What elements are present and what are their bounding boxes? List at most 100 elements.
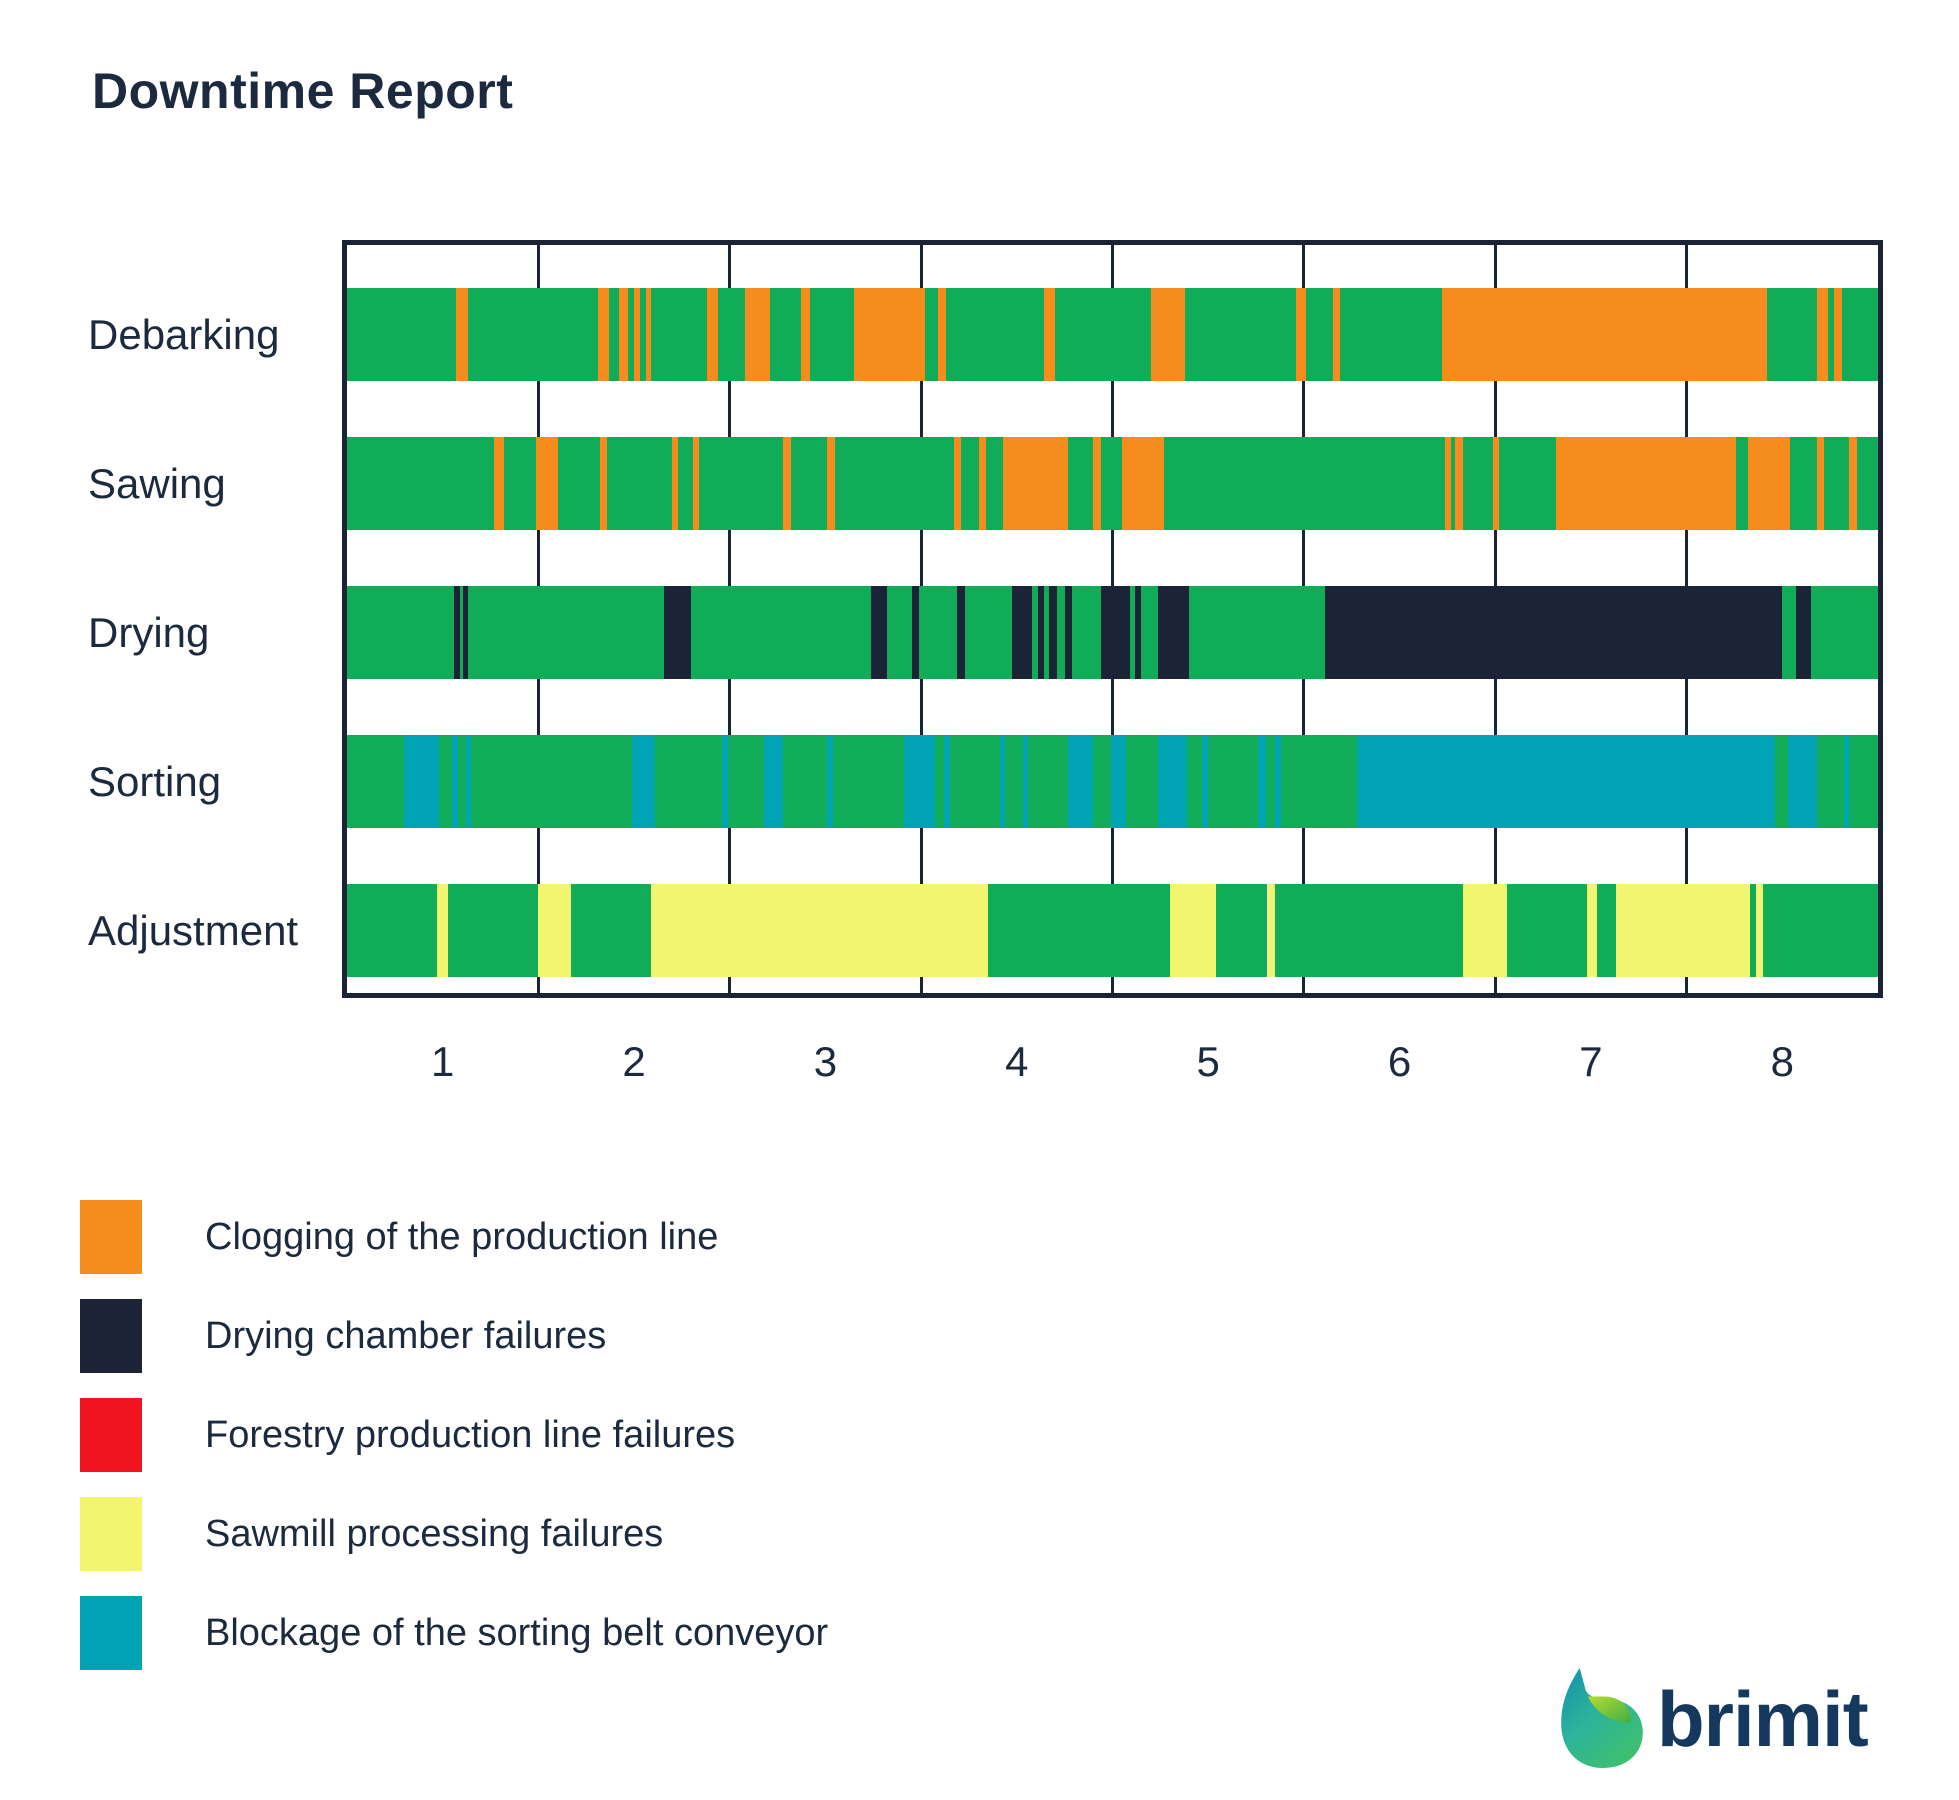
bar-segment-adjustment-green [1215,884,1268,977]
bar-segment-debarking-orange [597,288,610,381]
bar-segment-sawing-orange [599,437,608,530]
x-tick-2: 2 [622,1038,646,1085]
bar-segment-sawing-orange [1849,437,1857,530]
bar-segment-debarking-orange [800,288,811,381]
bar-row-drying [347,586,1878,679]
bar-segment-sorting-teal [1275,735,1281,828]
bar-segment-sorting-green [934,735,945,828]
brimit-logo: brimit [1555,1668,1869,1770]
x-tick-1: 1 [431,1038,455,1085]
legend-swatch-red [80,1398,142,1472]
bar-segment-debarking-orange [1441,288,1767,381]
bar-segment-debarking-green [651,288,707,381]
bar-segment-sawing-orange [693,437,700,530]
bar-segment-sorting-teal [827,735,834,828]
bar-segment-debarking-orange [745,288,770,381]
bar-segment-debarking-orange [1816,288,1829,381]
bar-row-sorting [347,735,1878,828]
bar-segment-sorting-teal [1788,735,1817,828]
legend-label-navy: Drying chamber failures [205,1314,607,1357]
bar-segment-debarking-green [1055,288,1151,381]
legend-swatch-orange [80,1200,142,1274]
bar-segment-sorting-teal [1202,735,1209,828]
bar-segment-sawing-orange [672,437,679,530]
bar-segment-sorting-green [727,735,765,828]
bar-segment-sorting-green [1028,735,1069,828]
row-label-sorting: Sorting [88,757,222,805]
row-label-adjustment: Adjustment [88,906,299,954]
bar-segment-sawing-green [1164,437,1446,530]
bar-segment-sorting-teal [1843,735,1850,828]
bar-segment-sawing-green [607,437,673,530]
bar-segment-sorting-teal [452,735,458,828]
bar-segment-sorting-green [1093,735,1111,828]
bar-segment-adjustment-green [570,884,652,977]
bar-segment-drying-green [347,586,455,679]
bar-segment-sawing-green [1856,437,1878,530]
bar-segment-sawing-orange [827,437,835,530]
bar-segment-sorting-green [1125,735,1159,828]
bar-segment-drying-navy [1158,586,1190,679]
x-tick-6: 6 [1387,1038,1412,1085]
x-tick-7: 7 [1579,1038,1603,1085]
bar-segment-sawing-green [1824,437,1850,530]
bar-segment-adjustment-yellow [538,884,571,977]
bar-segment-adjustment-green [1275,884,1463,977]
bar-segment-sorting-green [783,735,828,828]
bar-segment-sorting-teal [1257,735,1266,828]
bar-segment-sorting-teal [1068,735,1094,828]
bar-segment-debarking-green [347,288,457,381]
x-tick-8: 8 [1770,1038,1794,1085]
bar-segment-adjustment-green [1749,884,1756,977]
bar-segment-drying-green [919,586,958,679]
bar-segment-drying-navy [911,586,920,679]
bar-segment-drying-green [965,586,1013,679]
bar-segment-sorting-green [1005,735,1023,828]
bar-segment-debarking-orange [1296,288,1306,381]
bar-segment-drying-green [1189,586,1325,679]
bar-segment-drying-navy [1049,586,1057,679]
bar-segment-drying-navy [871,586,887,679]
bar-segment-sawing-green [1462,437,1494,530]
bar-segment-drying-green [459,586,463,679]
bar-segment-sorting-green [347,735,405,828]
bar-segment-debarking-orange [1150,288,1186,381]
legend-item-red: Forestry production line failures [80,1398,735,1472]
bar-segment-debarking-green [1340,288,1442,381]
legend-label-orange: Clogging of the production line [205,1215,719,1258]
bar-segment-debarking-green [609,288,619,381]
bar-segment-sorting-teal [722,735,728,828]
bar-segment-sorting-teal [1022,735,1029,828]
bar-row-sawing [347,437,1878,530]
bar-segment-debarking-orange [1332,288,1341,381]
bar-segment-drying-navy [454,586,460,679]
bar-segment-debarking-orange [706,288,719,381]
bar-segment-sorting-teal [465,735,472,828]
bar-segment-debarking-orange [456,288,468,381]
bar-segment-adjustment-green [1596,884,1616,977]
bar-segment-sawing-green [1499,437,1557,530]
bar-segment-sorting-teal [999,735,1006,828]
bar-segment-adjustment-green [347,884,437,977]
bar-segment-drying-navy [462,586,468,679]
bar-segment-sawing-orange [536,437,558,530]
bar-segment-sorting-green [949,735,1000,828]
bar-segment-drying-navy [1135,586,1142,679]
legend-label-red: Forestry production line failures [205,1413,736,1456]
row-label-sawing: Sawing [88,459,226,507]
legend-item-navy: Drying chamber failures [80,1299,606,1373]
bar-segment-sawing-green [986,437,1004,530]
x-tick-5: 5 [1196,1038,1220,1085]
bar-segment-sawing-green [699,437,784,530]
bar-segment-sawing-orange [1093,437,1101,530]
bar-segment-sorting-teal [1158,735,1188,828]
bar-segment-drying-green [1129,586,1136,679]
bar-segment-sawing-orange [978,437,987,530]
bar-segment-debarking-green [639,288,646,381]
bar-segment-adjustment-yellow [1267,884,1276,977]
bar-segment-debarking-green [769,288,801,381]
bar-segment-adjustment-green [448,884,539,977]
brimit-logo-text: brimit [1657,1675,1869,1763]
bar-segment-debarking-green [924,288,939,381]
bar-segment-debarking-green [1767,288,1817,381]
